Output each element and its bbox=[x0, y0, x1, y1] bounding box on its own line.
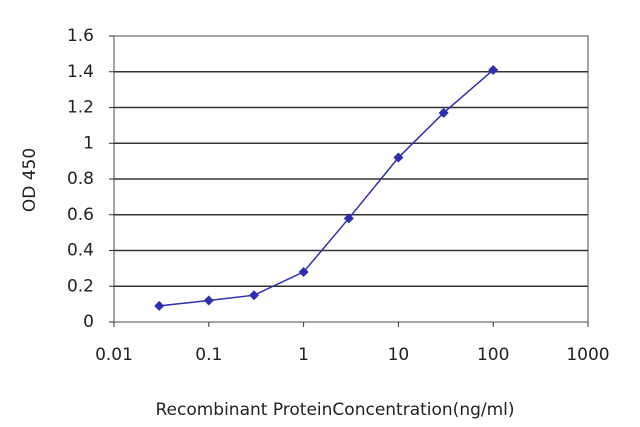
x-tick-label: 10 bbox=[388, 345, 410, 365]
x-tick-label: 0.1 bbox=[195, 345, 222, 365]
data-point bbox=[488, 64, 499, 75]
y-tick-label: 1.6 bbox=[67, 26, 94, 46]
x-tick-label: 1 bbox=[298, 345, 309, 365]
y-tick-label: 1 bbox=[83, 133, 94, 153]
series-line bbox=[159, 69, 494, 307]
y-tick-label: 0 bbox=[83, 312, 94, 332]
y-tick-label: 1.4 bbox=[67, 62, 94, 82]
y-tick-label: 0.8 bbox=[67, 169, 94, 189]
data-point bbox=[343, 213, 354, 224]
data-point bbox=[154, 300, 165, 311]
x-tick-label: 1000 bbox=[566, 345, 609, 365]
y-tick-label: 0.4 bbox=[67, 241, 94, 261]
y-tick-label: 1.2 bbox=[67, 98, 94, 118]
data-point bbox=[249, 290, 260, 301]
y-tick-label: 0.6 bbox=[67, 205, 94, 225]
data-point bbox=[203, 295, 214, 306]
x-tick-label: 100 bbox=[477, 345, 509, 365]
data-point bbox=[438, 107, 449, 118]
data-point bbox=[298, 266, 309, 277]
data-point bbox=[393, 152, 404, 163]
y-tick-label: 0.2 bbox=[67, 276, 94, 296]
x-tick-label: 0.01 bbox=[95, 345, 133, 365]
y-axis-label: OD 450 bbox=[20, 148, 40, 212]
x-axis-label: Recombinant ProteinConcentration(ng/ml) bbox=[155, 400, 514, 420]
